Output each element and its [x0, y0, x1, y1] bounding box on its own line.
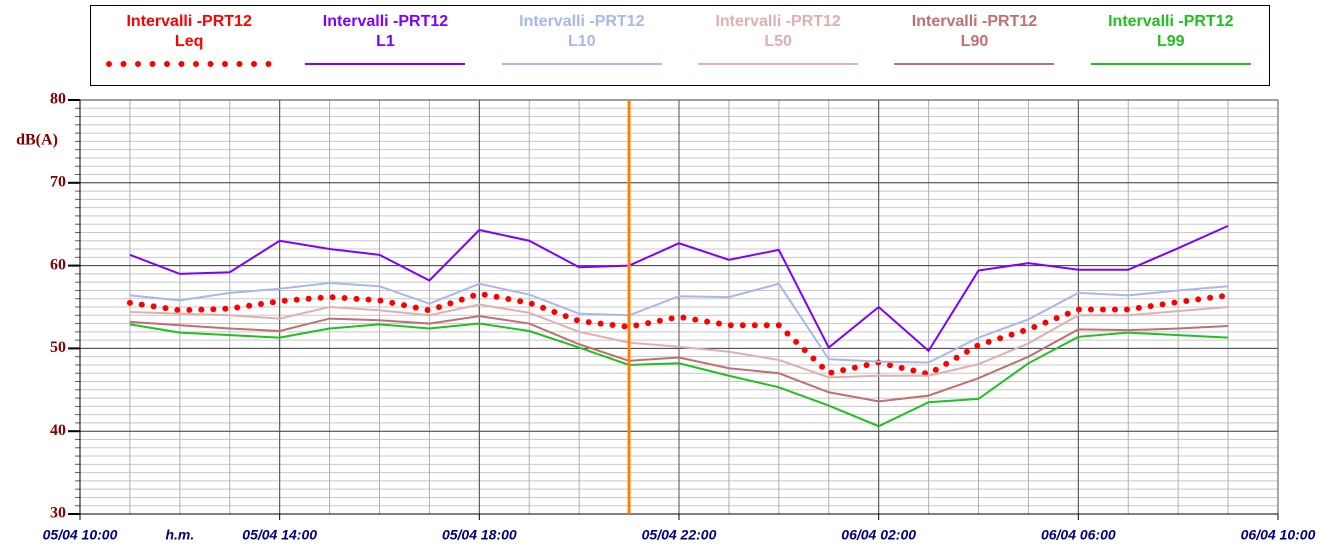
y-tick-label: 60: [50, 256, 66, 273]
y-tick-label: 80: [50, 91, 66, 108]
legend: Intervalli -PRT12 Leq Intervalli -PRT12 L…: [90, 5, 1270, 86]
series-line: [129, 315, 1229, 403]
y-tick-label: 50: [50, 339, 66, 356]
legend-swatch: [501, 63, 662, 65]
series-line: [129, 281, 1229, 364]
legend-label: Intervalli -PRT12 L1: [322, 13, 449, 50]
x-tick-label: 05/04 14:00: [242, 527, 317, 543]
x-tick-label: 06/04 02:00: [841, 527, 916, 543]
legend-label: Intervalli -PRT12 L99: [1108, 13, 1234, 50]
legend-swatch: [106, 61, 273, 67]
y-tick-label: 40: [50, 422, 66, 439]
x-axis-label: h.m.: [165, 527, 194, 543]
series-line: [129, 303, 1229, 379]
legend-label: Intervalli -PRT12 L50: [715, 13, 841, 50]
x-tick-label: 06/04 06:00: [1041, 527, 1116, 543]
legend-entry: Intervalli -PRT12 L90: [876, 6, 1072, 85]
x-tick-label: 06/04 10:00: [1241, 527, 1316, 543]
legend-entry: Intervalli -PRT12 L99: [1073, 6, 1269, 85]
series-line: [129, 322, 1229, 428]
series-line: [126, 290, 1232, 378]
legend-entry: Intervalli -PRT12 L1: [287, 6, 483, 85]
y-tick-label: 70: [50, 173, 66, 190]
legend-label: Intervalli -PRT12 Leq: [126, 13, 252, 50]
legend-swatch: [894, 63, 1055, 65]
x-tick-label: 05/04 18:00: [442, 527, 517, 543]
y-tick-label: 30: [50, 505, 66, 522]
legend-swatch: [698, 63, 859, 65]
legend-entry: Intervalli -PRT12 L10: [484, 6, 680, 85]
series-line: [129, 224, 1229, 353]
legend-entry: Intervalli -PRT12 Leq: [91, 6, 287, 85]
legend-swatch: [1090, 63, 1251, 65]
legend-label: Intervalli -PRT12 L90: [911, 13, 1038, 50]
y-axis-label: dB(A): [16, 132, 58, 149]
x-tick-label: 05/04 10:00: [43, 527, 118, 543]
x-tick-label: 05/04 22:00: [642, 527, 717, 543]
legend-label: Intervalli -PRT12 L10: [519, 13, 645, 50]
legend-swatch: [305, 63, 466, 65]
legend-entry: Intervalli -PRT12 L50: [680, 6, 876, 85]
